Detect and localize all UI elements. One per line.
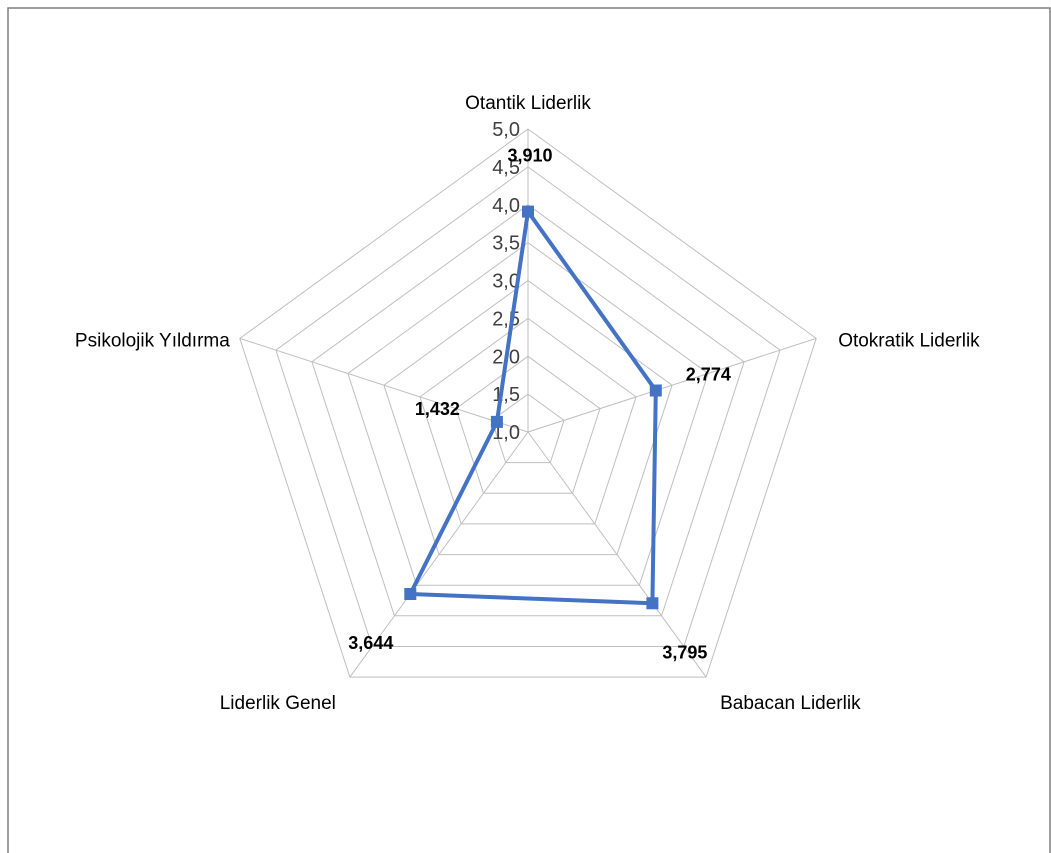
series-line [408, 209, 658, 606]
tick-label: 1,5 [492, 384, 520, 406]
data-point-marker [404, 588, 417, 600]
category-label: Otantik Liderlik [465, 93, 591, 114]
tick-label: 5,0 [492, 119, 520, 141]
data-labels: 3,910 2,774 3,795 3,644 1,432 [348, 146, 731, 663]
tick-label: 4,0 [492, 195, 520, 217]
grid-ring [311, 204, 745, 617]
data-point-marker [649, 384, 662, 397]
data-point-marker [490, 415, 503, 428]
tick-label: 2,5 [492, 308, 520, 330]
grid-ring [383, 279, 673, 556]
data-point-marker [646, 597, 659, 610]
category-label: Otokratik Liderlik [838, 330, 980, 351]
data-point-marker [522, 205, 534, 218]
category-label: Liderlik Genel [220, 693, 336, 714]
category-axis-labels: Otantik Liderlik Otokratik Liderlik Babaca… [75, 93, 980, 714]
grid-ring [239, 128, 817, 678]
grid-spoke [527, 431, 707, 678]
grid-spoke [349, 431, 529, 678]
grid-spoke [527, 337, 817, 433]
tick-label: 3,5 [492, 233, 520, 255]
data-label: 3,795 [662, 642, 707, 662]
grid-ring [275, 166, 781, 647]
data-label: 3,644 [348, 633, 393, 653]
grid-ring [419, 317, 637, 525]
radar-grid [239, 128, 817, 678]
chart-border [7, 7, 1051, 853]
grid-ring [347, 241, 709, 586]
tick-label: 3,0 [492, 271, 520, 293]
data-label: 1,432 [415, 399, 460, 419]
radar-series [404, 205, 662, 610]
data-label: 3,910 [507, 146, 552, 166]
tick-label: 4,5 [492, 157, 520, 179]
category-label: Babacan Liderlik [720, 693, 861, 714]
grid-ring [455, 355, 601, 494]
category-label: Psikolojik Yıldırma [75, 330, 230, 351]
grid-spoke [239, 337, 529, 433]
data-label: 2,774 [686, 365, 731, 385]
